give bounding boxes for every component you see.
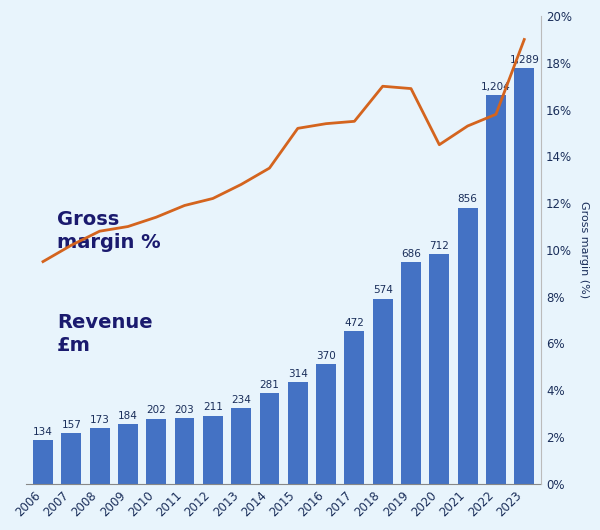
Text: 184: 184 <box>118 411 138 421</box>
Text: Gross
margin %: Gross margin % <box>57 209 161 252</box>
Bar <box>61 433 81 484</box>
Text: 574: 574 <box>373 285 392 295</box>
Y-axis label: Gross margin (%): Gross margin (%) <box>579 201 589 298</box>
Text: 1,204: 1,204 <box>481 82 511 92</box>
Text: 686: 686 <box>401 249 421 259</box>
Text: 472: 472 <box>344 319 364 328</box>
Bar <box>231 408 251 484</box>
Bar <box>514 68 534 484</box>
Bar <box>316 365 336 484</box>
Bar <box>33 440 53 484</box>
Text: 856: 856 <box>458 195 478 205</box>
Bar <box>90 428 110 484</box>
Text: 211: 211 <box>203 402 223 412</box>
Text: 157: 157 <box>61 420 81 430</box>
Text: 203: 203 <box>175 405 194 415</box>
Text: 234: 234 <box>231 395 251 405</box>
Bar <box>118 425 138 484</box>
Bar <box>203 416 223 484</box>
Text: 202: 202 <box>146 405 166 416</box>
Bar <box>146 419 166 484</box>
Text: 134: 134 <box>33 427 53 437</box>
Text: 173: 173 <box>89 414 110 425</box>
Text: 370: 370 <box>316 351 336 361</box>
Bar <box>486 95 506 484</box>
Bar <box>401 262 421 484</box>
Text: 712: 712 <box>430 241 449 251</box>
Bar <box>175 418 194 484</box>
Bar <box>458 208 478 484</box>
Bar <box>373 298 392 484</box>
Bar <box>260 393 280 484</box>
Bar <box>344 331 364 484</box>
Text: 1,289: 1,289 <box>509 55 539 65</box>
Text: 281: 281 <box>260 380 280 390</box>
Text: 314: 314 <box>288 369 308 379</box>
Bar <box>430 254 449 484</box>
Text: Revenue
£m: Revenue £m <box>57 313 153 355</box>
Bar <box>288 383 308 484</box>
